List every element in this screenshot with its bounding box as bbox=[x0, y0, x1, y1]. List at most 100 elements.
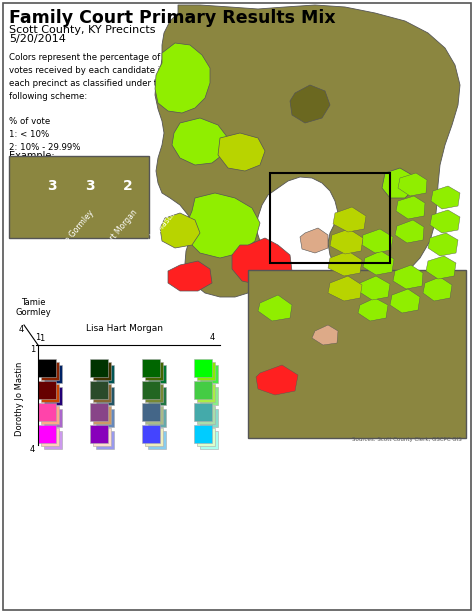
Text: Lisa Hart Morgan: Lisa Hart Morgan bbox=[86, 324, 164, 333]
Text: Dorothy Jo Mastin: Dorothy Jo Mastin bbox=[128, 208, 179, 266]
Bar bbox=[197, 362, 215, 380]
Bar bbox=[148, 387, 166, 405]
Polygon shape bbox=[396, 196, 425, 219]
Bar bbox=[38, 425, 56, 443]
Bar bbox=[200, 431, 218, 449]
Text: Tamie
Gormley: Tamie Gormley bbox=[15, 297, 51, 317]
Text: 5/20/2014: 5/20/2014 bbox=[9, 34, 66, 44]
Bar bbox=[44, 365, 62, 383]
Polygon shape bbox=[358, 298, 388, 321]
Bar bbox=[90, 425, 108, 443]
Bar bbox=[200, 409, 218, 427]
Polygon shape bbox=[430, 210, 460, 233]
Polygon shape bbox=[390, 289, 420, 313]
Text: 4: 4 bbox=[210, 333, 215, 342]
Bar bbox=[200, 365, 218, 383]
Bar bbox=[142, 381, 160, 399]
Bar bbox=[142, 403, 160, 421]
Text: Tamie Gormley: Tamie Gormley bbox=[52, 208, 96, 257]
Bar bbox=[96, 409, 114, 427]
Text: 3: 3 bbox=[47, 179, 57, 193]
Text: Lisa Hart Morgan: Lisa Hart Morgan bbox=[90, 208, 139, 264]
Bar bbox=[41, 406, 59, 424]
Bar bbox=[194, 381, 212, 399]
Polygon shape bbox=[290, 85, 330, 123]
Polygon shape bbox=[363, 251, 394, 275]
Text: Example:: Example: bbox=[9, 151, 55, 161]
Text: Dorothy Jo Mastin: Dorothy Jo Mastin bbox=[16, 362, 25, 436]
Bar bbox=[44, 431, 62, 449]
Polygon shape bbox=[330, 229, 363, 254]
Bar bbox=[194, 425, 212, 443]
Bar bbox=[148, 409, 166, 427]
Polygon shape bbox=[328, 276, 362, 301]
Bar bbox=[197, 384, 215, 402]
Text: Family Court Primary Results Mix: Family Court Primary Results Mix bbox=[9, 9, 336, 27]
Text: 1: 1 bbox=[39, 334, 44, 343]
Text: Scott County, KY Precincts: Scott County, KY Precincts bbox=[9, 25, 155, 35]
Polygon shape bbox=[258, 295, 292, 321]
Bar bbox=[200, 387, 218, 405]
Text: 1: 1 bbox=[36, 333, 41, 342]
Polygon shape bbox=[160, 213, 200, 248]
Polygon shape bbox=[218, 133, 265, 171]
Bar bbox=[194, 359, 212, 377]
Bar bbox=[197, 428, 215, 446]
Bar bbox=[44, 409, 62, 427]
Polygon shape bbox=[423, 277, 452, 301]
Polygon shape bbox=[300, 228, 328, 253]
Text: 3: 3 bbox=[85, 179, 95, 193]
Bar bbox=[38, 403, 56, 421]
Bar bbox=[248, 270, 466, 438]
Bar bbox=[145, 362, 163, 380]
Bar bbox=[270, 173, 390, 263]
Bar bbox=[44, 387, 62, 405]
Bar bbox=[145, 406, 163, 424]
Bar bbox=[96, 431, 114, 449]
Bar bbox=[90, 381, 108, 399]
Bar bbox=[41, 428, 59, 446]
Bar bbox=[145, 428, 163, 446]
Polygon shape bbox=[398, 173, 427, 196]
Polygon shape bbox=[333, 207, 366, 232]
Text: Sources: Scott County Clerk, GSCPC GIS: Sources: Scott County Clerk, GSCPC GIS bbox=[352, 437, 462, 442]
Polygon shape bbox=[232, 238, 292, 285]
Bar bbox=[148, 365, 166, 383]
Bar bbox=[197, 406, 215, 424]
Polygon shape bbox=[393, 265, 423, 289]
Text: 2: 2 bbox=[123, 179, 133, 193]
Polygon shape bbox=[256, 365, 298, 395]
Bar bbox=[93, 406, 111, 424]
Bar bbox=[145, 384, 163, 402]
Bar bbox=[93, 384, 111, 402]
Bar bbox=[38, 381, 56, 399]
Polygon shape bbox=[168, 261, 212, 291]
Text: 1: 1 bbox=[30, 345, 35, 354]
Polygon shape bbox=[431, 186, 460, 209]
Bar bbox=[96, 365, 114, 383]
Bar bbox=[38, 359, 56, 377]
Bar bbox=[41, 384, 59, 402]
Polygon shape bbox=[186, 193, 260, 258]
Bar bbox=[93, 362, 111, 380]
Polygon shape bbox=[395, 220, 424, 243]
Polygon shape bbox=[426, 256, 456, 279]
Bar bbox=[41, 362, 59, 380]
Bar bbox=[9, 156, 149, 238]
Bar bbox=[96, 387, 114, 405]
Bar bbox=[90, 359, 108, 377]
Polygon shape bbox=[382, 168, 415, 198]
Text: 4: 4 bbox=[30, 445, 35, 454]
Bar bbox=[142, 425, 160, 443]
Polygon shape bbox=[362, 229, 393, 253]
Polygon shape bbox=[172, 118, 228, 165]
Bar bbox=[142, 359, 160, 377]
Bar bbox=[148, 431, 166, 449]
Polygon shape bbox=[312, 325, 338, 345]
Polygon shape bbox=[155, 43, 210, 113]
Polygon shape bbox=[358, 276, 390, 300]
Bar bbox=[93, 428, 111, 446]
Text: 4: 4 bbox=[19, 325, 24, 334]
Bar bbox=[194, 403, 212, 421]
Polygon shape bbox=[328, 251, 362, 276]
